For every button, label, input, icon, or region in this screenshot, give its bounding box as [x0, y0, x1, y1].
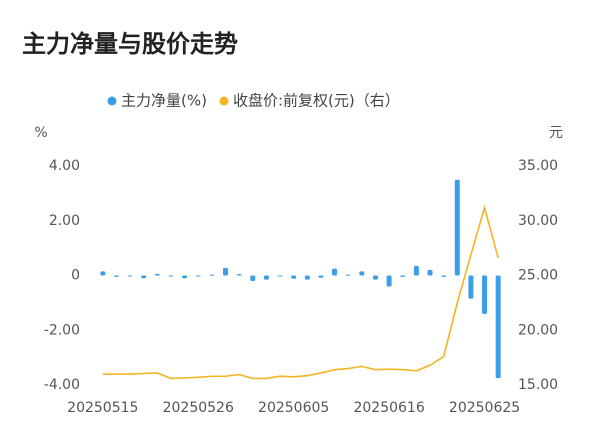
bar — [154, 273, 160, 276]
legend-label: 收盘价:前复权(元)（右） — [233, 92, 400, 110]
bar — [482, 275, 488, 314]
bar — [386, 275, 392, 287]
x-tick-label: 20250616 — [353, 400, 424, 416]
y-axis-unit: % — [34, 125, 47, 141]
bar — [454, 179, 460, 276]
bar — [427, 270, 433, 276]
bar — [304, 275, 310, 280]
y2-tick-label: 30.00 — [518, 213, 558, 229]
bar — [141, 275, 147, 279]
bar — [372, 275, 378, 280]
legend-marker — [219, 96, 229, 106]
y2-tick-label: 25.00 — [518, 268, 558, 284]
bar — [318, 275, 324, 278]
y2-tick-label: 20.00 — [518, 322, 558, 338]
bar — [168, 275, 174, 277]
bar — [332, 268, 338, 276]
bar — [250, 275, 256, 281]
price-line — [102, 204, 499, 380]
x-tick-label: 20250526 — [163, 400, 234, 416]
bar — [468, 275, 474, 299]
bar — [277, 275, 283, 277]
bar — [100, 271, 106, 276]
legend-marker — [107, 96, 117, 106]
bar — [400, 275, 406, 277]
bar — [113, 275, 119, 277]
bar — [263, 275, 269, 280]
bar — [345, 274, 351, 276]
bar — [441, 275, 447, 277]
y2-axis-unit: 元 — [549, 125, 563, 141]
y-tick-label: -2.00 — [44, 322, 80, 338]
bar — [223, 267, 229, 276]
y-tick-label: 4.00 — [49, 158, 80, 174]
bar — [209, 274, 215, 276]
legend-label: 主力净量(%) — [121, 92, 207, 110]
x-tick-label: 20250515 — [67, 400, 138, 416]
bar — [495, 275, 501, 379]
y-tick-label: 0 — [71, 268, 80, 284]
bar — [236, 274, 242, 276]
x-tick-label: 20250625 — [449, 400, 520, 416]
y2-tick-label: 15.00 — [518, 377, 558, 393]
bar — [359, 271, 365, 276]
y2-tick-label: 35.00 — [518, 158, 558, 174]
bar — [291, 275, 297, 279]
bar — [182, 275, 188, 279]
chart-title: 主力净量与股价走势 — [22, 30, 238, 58]
x-tick-label: 20250605 — [258, 400, 329, 416]
bar — [195, 275, 201, 277]
y-tick-label: -4.00 — [44, 377, 80, 393]
bar — [127, 275, 133, 277]
y-tick-label: 2.00 — [49, 213, 80, 229]
bar — [413, 265, 419, 276]
